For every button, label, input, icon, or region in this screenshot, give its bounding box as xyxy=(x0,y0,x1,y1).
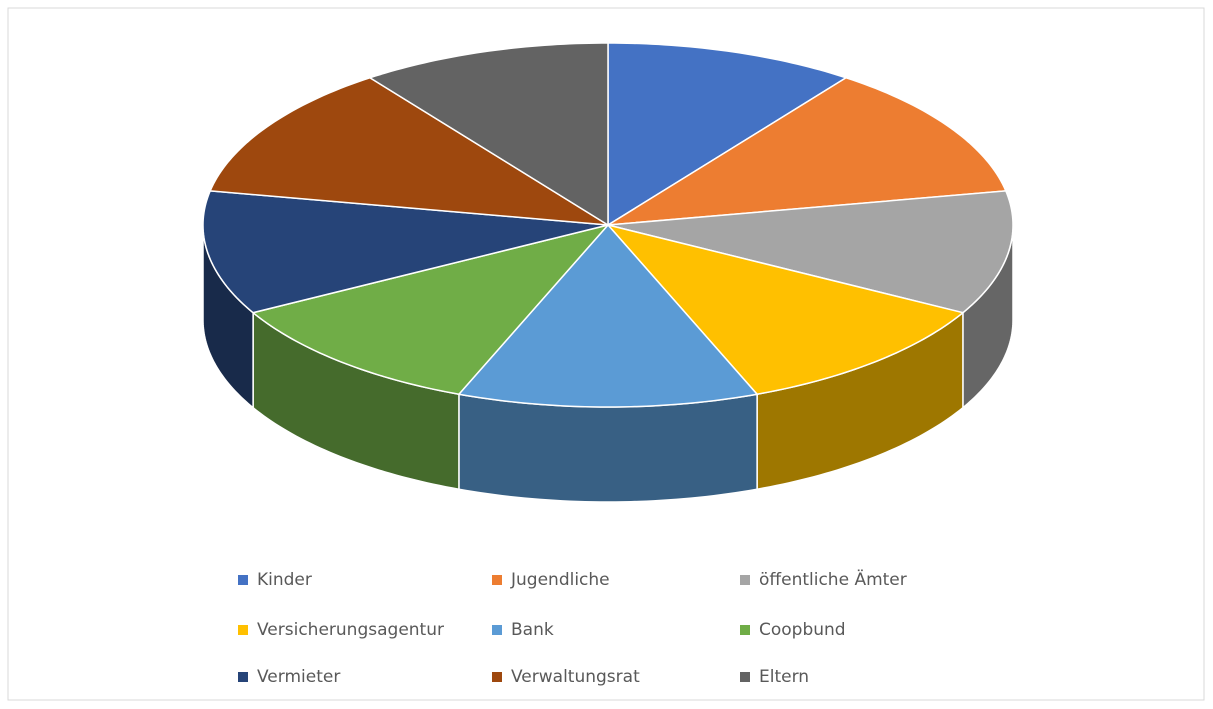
legend-swatch xyxy=(492,672,502,682)
legend-label: Vermieter xyxy=(257,667,340,687)
legend-swatch xyxy=(740,575,750,585)
legend-label: Bank xyxy=(511,620,554,640)
slice xyxy=(607,190,1014,314)
legend-label: Kinder xyxy=(257,570,312,590)
legend-swatch xyxy=(238,672,248,682)
legend-label: Jugendliche xyxy=(510,570,610,590)
slice xyxy=(209,76,609,226)
slice xyxy=(607,42,848,227)
legend-swatch xyxy=(492,575,502,585)
slice-side xyxy=(458,393,758,503)
legend-swatch xyxy=(238,575,248,585)
legend-swatch xyxy=(238,625,248,635)
slice xyxy=(605,223,965,396)
slice xyxy=(202,190,609,314)
legend-label: Versicherungsagentur xyxy=(257,620,444,640)
legend-label: öffentliche Ämter xyxy=(759,569,907,590)
legend-label: Eltern xyxy=(759,667,809,687)
slice xyxy=(251,223,611,396)
legend-swatch xyxy=(740,625,750,635)
slice xyxy=(607,76,1007,226)
legend-label: Coopbund xyxy=(759,620,846,640)
legend-swatch xyxy=(740,672,750,682)
legend-label: Verwaltungsrat xyxy=(511,667,640,687)
legend-swatch xyxy=(492,625,502,635)
slice xyxy=(457,223,759,408)
slice xyxy=(368,42,609,227)
